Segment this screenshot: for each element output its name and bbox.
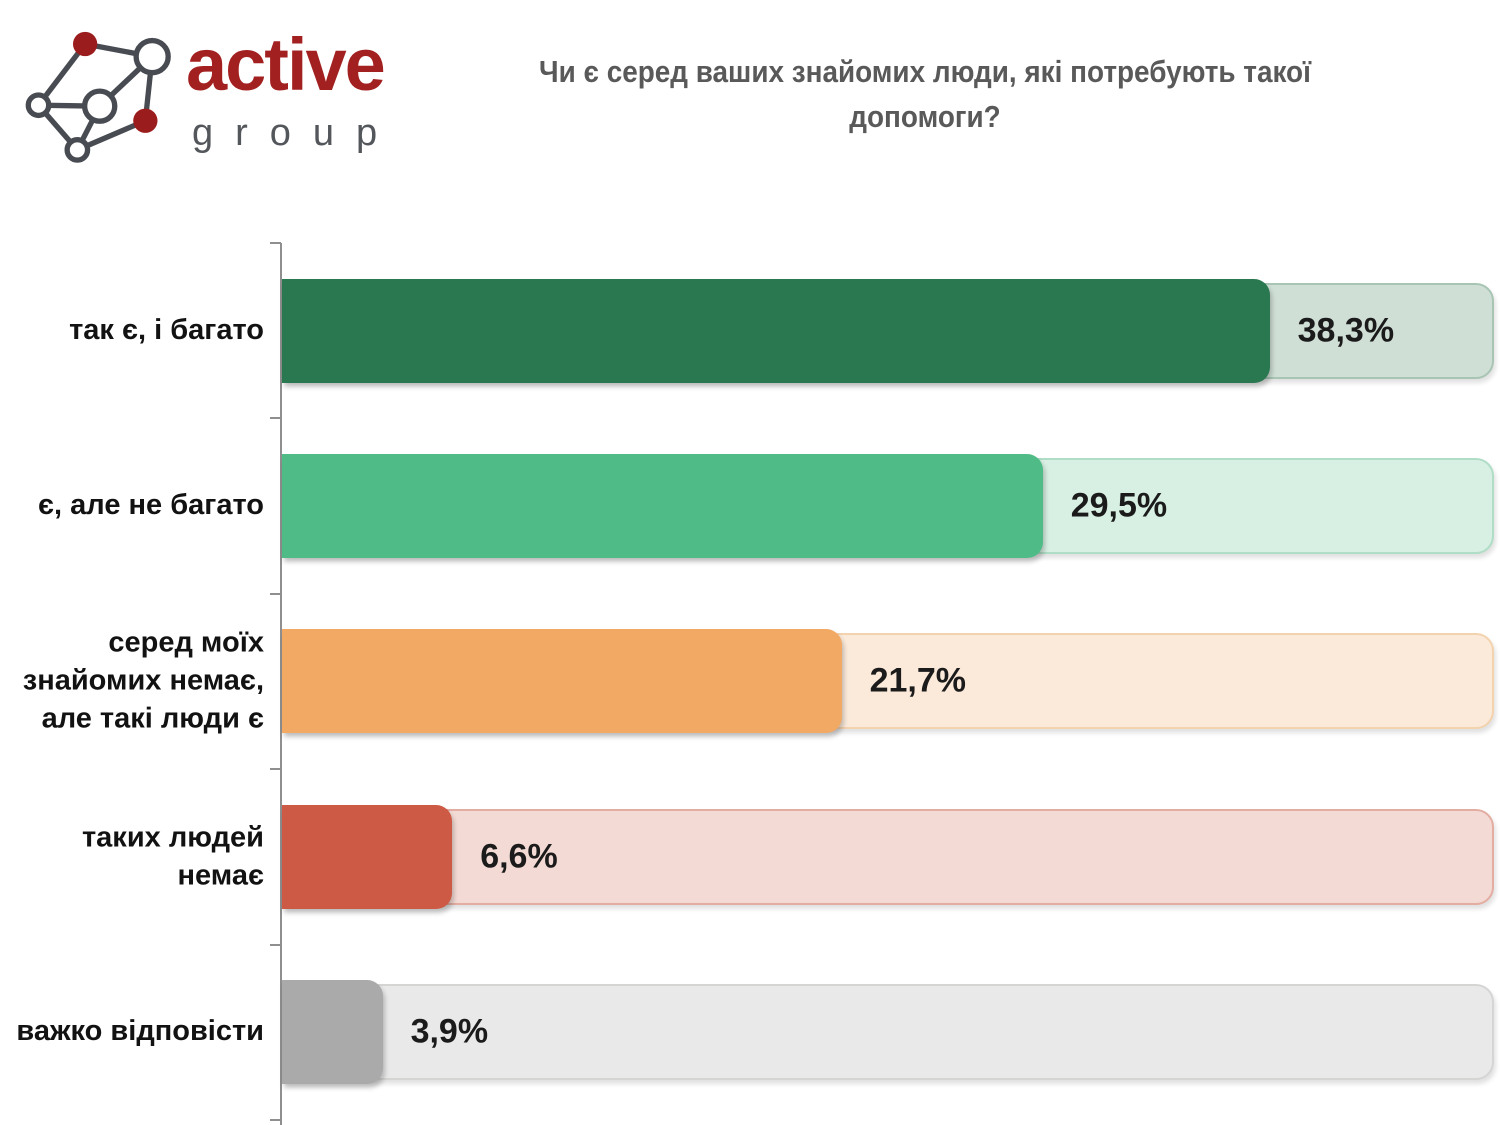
chart-row: так є, і багато 38,3% <box>0 243 1500 418</box>
axis-tick <box>270 1119 281 1121</box>
bar <box>282 454 1043 559</box>
value-label: 38,3% <box>1297 311 1395 350</box>
value-label: 21,7% <box>869 661 966 700</box>
network-graph-icon <box>25 31 171 163</box>
axis-tick <box>270 417 281 420</box>
bar <box>282 804 453 909</box>
axis-tick <box>270 592 281 595</box>
bar-track <box>282 808 1494 905</box>
chart-row: таких людей немає 6,6% <box>0 769 1500 944</box>
brand-header: active group <box>14 10 454 185</box>
brand-wordmark-sub: group <box>192 112 400 154</box>
category-label: серед моїх знайомих немає, але такі люди… <box>22 626 264 735</box>
value-label: 3,9% <box>410 1012 489 1051</box>
bar-track <box>282 984 1494 1081</box>
axis-tick <box>270 768 281 771</box>
bar <box>282 980 383 1085</box>
chart-row: є, але не багато 29,5% <box>0 418 1500 593</box>
bar <box>282 278 1270 383</box>
axis-tick <box>270 943 281 946</box>
chart-row: важко відповісти 3,9% <box>0 945 1500 1120</box>
category-label: важко відповісти <box>16 1015 264 1048</box>
chart-title: Чи є серед ваших знайомих люди, які потр… <box>539 54 1311 134</box>
value-label: 6,6% <box>480 837 558 876</box>
y-axis-line <box>280 243 282 1125</box>
category-label: є, але не багато <box>38 489 264 522</box>
value-label: 29,5% <box>1070 486 1168 525</box>
brand-wordmark: active <box>186 23 386 106</box>
category-label: так є, і багато <box>69 313 264 346</box>
axis-tick <box>270 242 281 244</box>
chart-row: серед моїх знайомих немає, але такі люди… <box>0 594 1500 769</box>
bar <box>282 629 842 734</box>
category-label: таких людей немає <box>81 821 264 891</box>
